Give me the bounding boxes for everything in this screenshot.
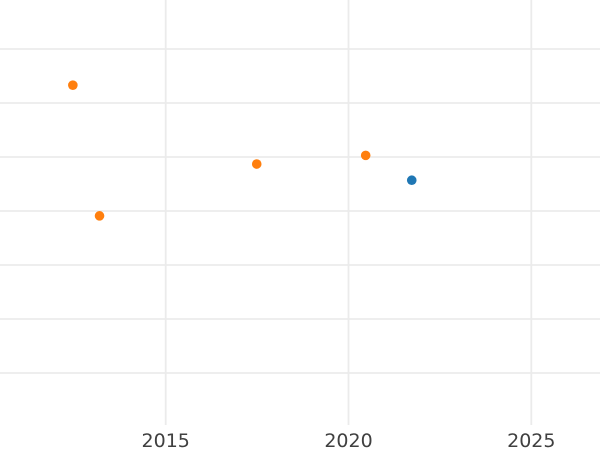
- data-point-orange-series: [251, 159, 262, 169]
- x-tick-label: 2015: [142, 430, 190, 450]
- x-tick-label: 2025: [507, 430, 555, 450]
- x-tick-label: 2020: [324, 430, 372, 450]
- data-point-orange-series: [360, 150, 371, 161]
- data-point-orange-series: [94, 211, 105, 221]
- data-point-blue-series: [406, 175, 417, 186]
- data-point-orange-series: [68, 80, 78, 90]
